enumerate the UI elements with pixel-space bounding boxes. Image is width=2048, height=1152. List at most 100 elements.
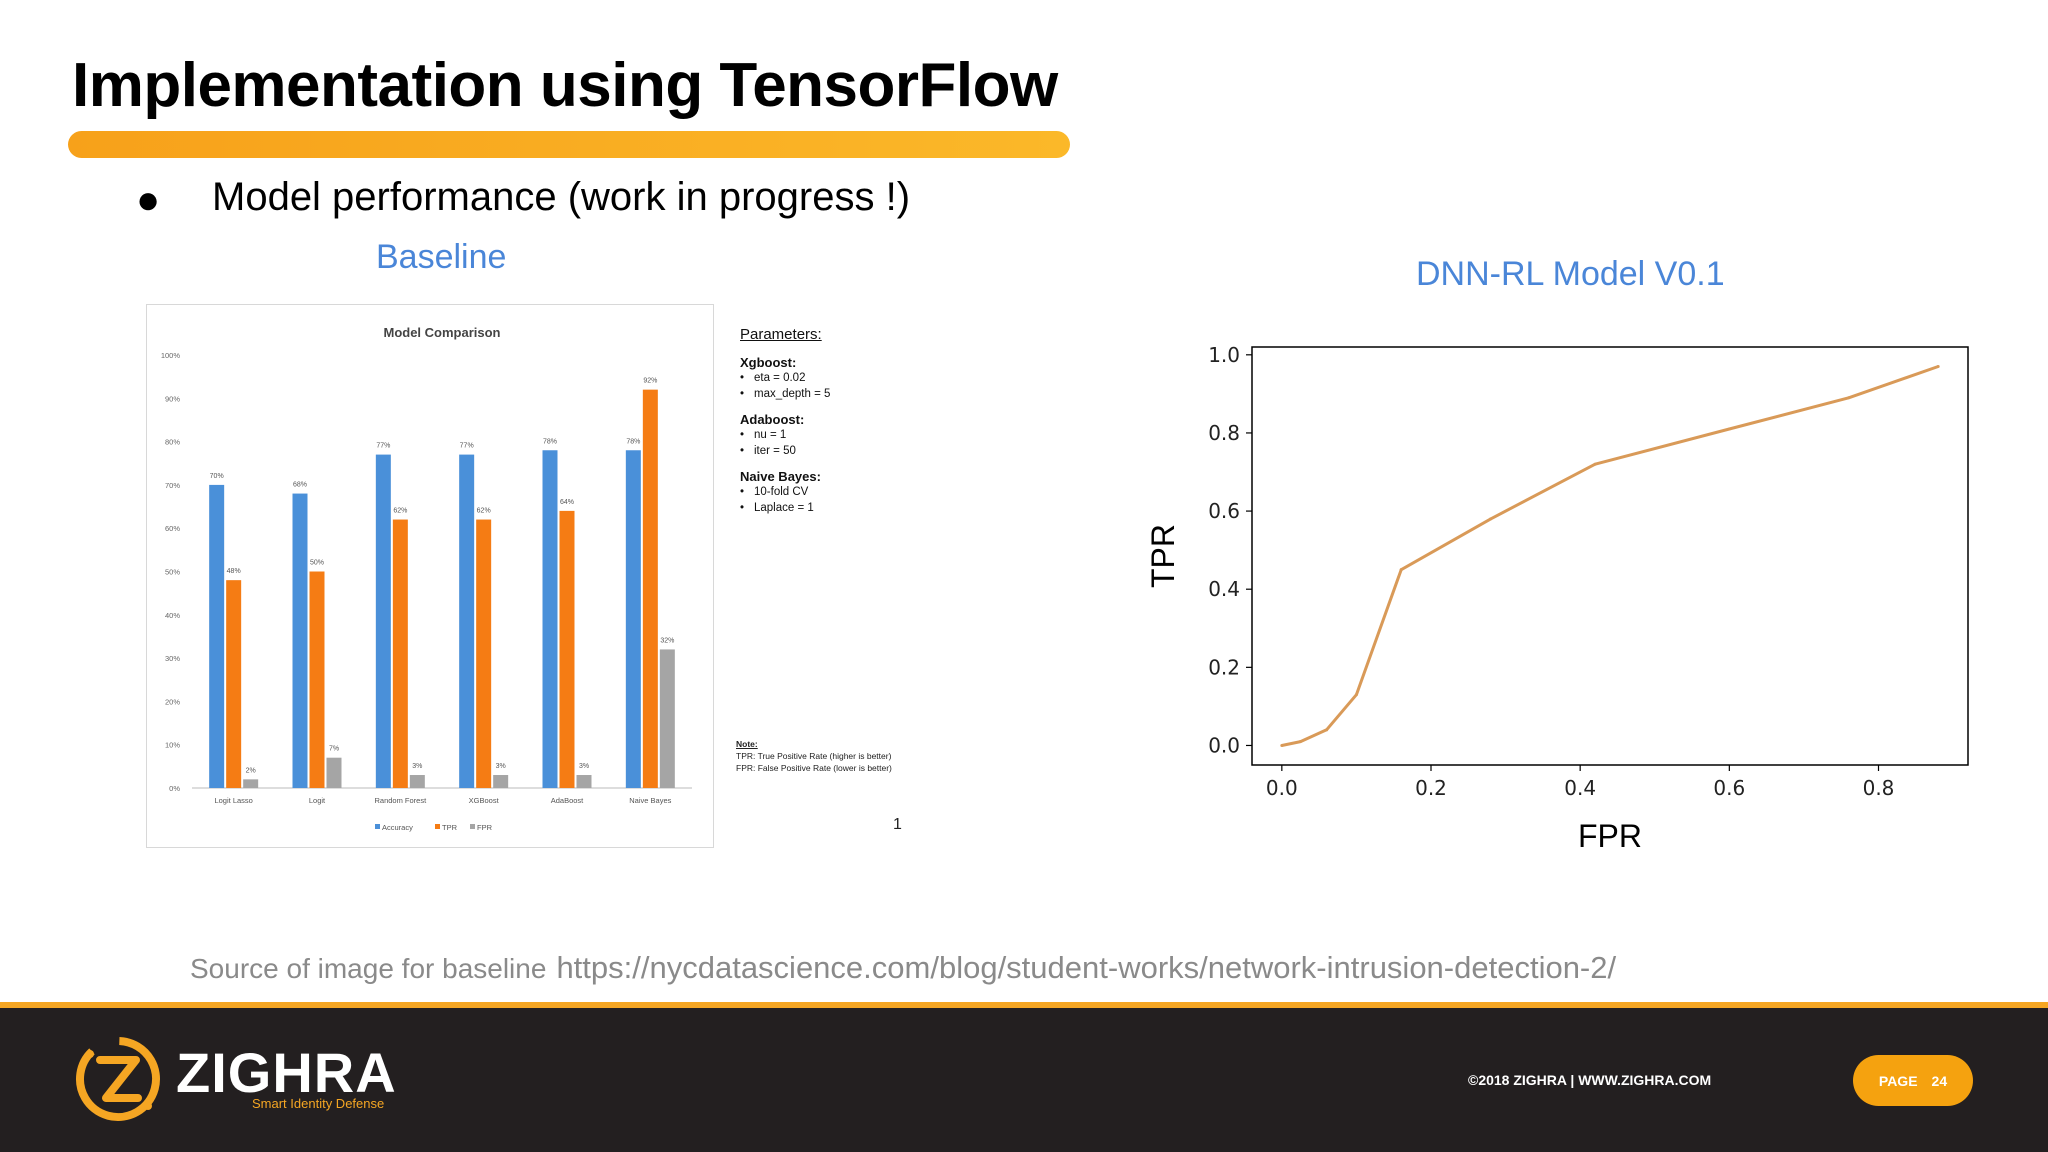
bar-tpr [476, 519, 492, 788]
param-item: 10-fold CV [740, 484, 980, 500]
note-line: FPR: False Positive Rate (lower is bette… [736, 763, 892, 773]
x-tick-label: 0.0 [1266, 776, 1298, 800]
bar-value-label: 70% [210, 473, 224, 480]
title-underline-bar [68, 131, 1070, 158]
bar-value-label: 48% [227, 568, 241, 575]
y-tick-label: 0.0 [1208, 733, 1240, 757]
roc-point [1847, 396, 1851, 400]
y-tick-label: 50% [165, 568, 180, 577]
param-item: max_depth = 5 [740, 386, 980, 402]
footer-accent-line [0, 1002, 2048, 1008]
bar-value-label: 62% [393, 508, 407, 515]
param-item: eta = 0.02 [740, 370, 980, 386]
baseline-chart-frame: Model Comparison 0% 10% 20% 30% 40% 50% 60% 70% 8… [146, 304, 714, 848]
y-axis-title: TPR [1145, 524, 1181, 588]
legend-label: TPR [442, 823, 458, 832]
roc-point [1399, 568, 1403, 572]
dnn-model-caption: DNN-RL Model V0.1 [1416, 255, 1725, 293]
roc-point [1489, 517, 1493, 521]
legend-swatch [435, 824, 440, 829]
page-number: 24 [1931, 1072, 1948, 1089]
bar-fpr [409, 775, 425, 788]
x-axis-title: FPR [1578, 818, 1642, 854]
bar-value-label: 92% [643, 378, 657, 385]
source-label: Source of image for baseline [190, 953, 547, 984]
param-item: iter = 50 [740, 443, 980, 459]
bar-value-label: 7% [329, 746, 339, 753]
roc-point [1727, 427, 1731, 431]
source-url-link[interactable]: https://nycdatascience.com/blog/student-… [556, 950, 1617, 985]
param-group-xgboost: Xgboost: eta = 0.02 max_depth = 5 [740, 355, 980, 402]
bar-value-label: 3% [496, 763, 506, 770]
x-tick-label: 0.8 [1863, 776, 1895, 800]
legend-label: Accuracy [382, 823, 413, 832]
bar-fpr [659, 649, 675, 788]
param-group-name: Naive Bayes: [740, 469, 821, 484]
source-citation: Source of image for baseline https://nycd… [190, 950, 1616, 986]
y-tick-label: 90% [165, 394, 180, 403]
bar-accuracy [625, 450, 641, 788]
roc-point [1936, 365, 1940, 369]
x-category-label: AdaBoost [551, 796, 584, 805]
y-tick-label: 0% [169, 784, 180, 793]
bar-tpr [559, 510, 575, 788]
roc-point [1593, 462, 1597, 466]
bar-value-label: 3% [412, 763, 422, 770]
bar-accuracy [459, 454, 475, 788]
x-tick-label: 0.6 [1713, 776, 1745, 800]
roc-curve-line [1281, 365, 1939, 747]
bar-value-label: 2% [246, 767, 256, 774]
param-item: nu = 1 [740, 427, 980, 443]
bar-accuracy [292, 493, 308, 788]
baseline-caption: Baseline [376, 238, 507, 276]
note-heading: Note: [736, 739, 758, 749]
bar-value-label: 64% [560, 499, 574, 506]
bar-accuracy [542, 450, 558, 788]
bar-value-label: 78% [626, 438, 640, 445]
y-tick-label: 0.8 [1208, 421, 1240, 445]
y-tick-label: 60% [165, 524, 180, 533]
chart-title: Model Comparison [383, 325, 500, 340]
brand-tagline: Smart Identity Defense [252, 1096, 385, 1111]
param-group-adaboost: Adaboost: nu = 1 iter = 50 [740, 412, 980, 459]
bullet-text: Model performance (work in progress !) [212, 175, 911, 219]
zighra-logo-icon [76, 1037, 160, 1121]
x-category-label: Naive Bayes [629, 796, 671, 805]
y-tick-label: 1.0 [1208, 343, 1240, 367]
bar-fpr [243, 779, 259, 788]
x-tick-label: 0.4 [1564, 776, 1596, 800]
param-group-name: Adaboost: [740, 412, 805, 427]
bar-accuracy [375, 454, 391, 788]
roc-curve-chart: 0.0 0.2 0.4 0.6 0.8 0.0 0.2 0.4 0.6 0.8 1.0 FPR TPR [1145, 343, 1969, 854]
roc-point [1354, 693, 1358, 697]
bar-value-label: 77% [376, 443, 390, 450]
copyright-text: ©2018 ZIGHRA | WWW.ZIGHRA.COM [1468, 1072, 1712, 1088]
bar-value-label: 3% [579, 763, 589, 770]
model-comparison-chart: Model Comparison 0% 10% 20% 30% 40% 50% 60% 70% 8… [161, 325, 692, 832]
y-tick-label: 80% [165, 438, 180, 447]
roc-point [1298, 740, 1302, 744]
param-group-name: Xgboost: [740, 355, 797, 370]
bar-tpr [226, 580, 242, 788]
bar-tpr [642, 389, 658, 788]
bullet-dot: ● [136, 178, 161, 222]
brand-name: ZIGHRA [176, 1041, 397, 1104]
y-tick-label: 70% [165, 481, 180, 490]
param-item: Laplace = 1 [740, 500, 980, 516]
bar-value-label: 77% [460, 443, 474, 450]
plot-frame [1251, 346, 1969, 766]
bar-fpr [493, 775, 509, 788]
x-category-label: Logit [309, 796, 326, 805]
bar-tpr [392, 519, 408, 788]
parameters-panel: Parameters: Xgboost: eta = 0.02 max_dept… [740, 326, 980, 516]
legend-swatch [470, 824, 475, 829]
note-line: TPR: True Positive Rate (higher is bette… [736, 751, 892, 761]
param-group-naive-bayes: Naive Bayes: 10-fold CV Laplace = 1 [740, 469, 980, 516]
y-tick-label: 20% [165, 697, 180, 706]
bar-value-label: 62% [477, 508, 491, 515]
y-tick-label: 0.2 [1208, 655, 1240, 679]
x-category-label: Random Forest [374, 796, 427, 805]
y-tick-label: 30% [165, 654, 180, 663]
roc-point [1280, 743, 1284, 747]
bar-tpr [309, 571, 325, 788]
